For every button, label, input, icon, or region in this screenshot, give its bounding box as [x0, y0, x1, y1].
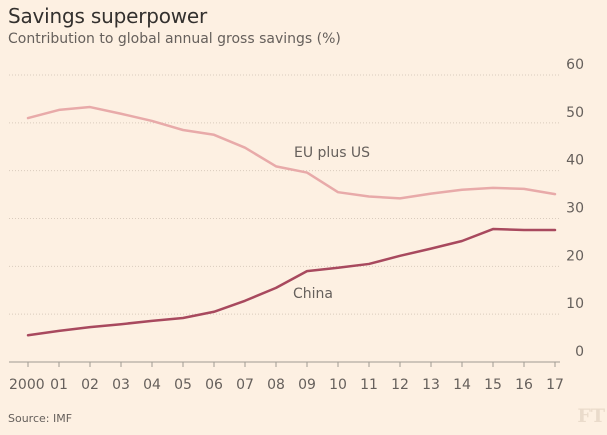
x-axis-ticks: 2000 01 02 03 04 05 06 07 08 09 10 11 12 13 14 15 16 17: [9, 362, 564, 393]
series-lines: [26, 105, 557, 337]
y-tick-label: 40: [566, 153, 584, 169]
x-tick-label: 15: [484, 377, 502, 393]
x-tick-label: 06: [205, 377, 223, 393]
y-tick-label: 0: [575, 344, 584, 360]
series-line-china: [26, 227, 557, 337]
label-china: China: [293, 286, 333, 302]
chart-title: Savings superpower: [8, 4, 208, 28]
source-note: Source: IMF: [8, 412, 73, 425]
x-tick-label: 12: [391, 377, 409, 393]
ft-logo: FT: [577, 405, 605, 427]
x-tick-label: 03: [112, 377, 130, 393]
x-tick-label: 07: [236, 377, 254, 393]
y-tick-label: 30: [566, 201, 584, 217]
x-tick-label: 13: [422, 377, 440, 393]
x-tick-label: 17: [546, 377, 564, 393]
y-tick-label: 50: [566, 105, 584, 121]
label-eu-plus-us: EU plus US: [294, 145, 370, 161]
y-tick-label: 60: [566, 57, 584, 73]
x-tick-label: 11: [360, 377, 378, 393]
chart-subtitle: Contribution to global annual gross savi…: [8, 31, 341, 47]
series-line-eu-plus-us: [26, 105, 557, 200]
x-tick-label: 04: [143, 377, 161, 393]
x-tick-label: 09: [298, 377, 316, 393]
x-tick-label: 14: [453, 377, 471, 393]
x-tick-label: 05: [174, 377, 192, 393]
gridlines: [9, 74, 560, 315]
y-tick-label: 20: [566, 248, 584, 264]
x-tick-label: 08: [267, 377, 285, 393]
y-tick-label: 10: [566, 296, 584, 312]
x-tick-label: 02: [81, 377, 99, 393]
x-tick-label: 16: [515, 377, 533, 393]
y-axis-labels: 0 10 20 30 40 50 60: [566, 57, 584, 360]
x-tick-label: 10: [329, 377, 347, 393]
x-tick-label: 01: [50, 377, 68, 393]
x-tick-label: 2000: [9, 377, 45, 393]
